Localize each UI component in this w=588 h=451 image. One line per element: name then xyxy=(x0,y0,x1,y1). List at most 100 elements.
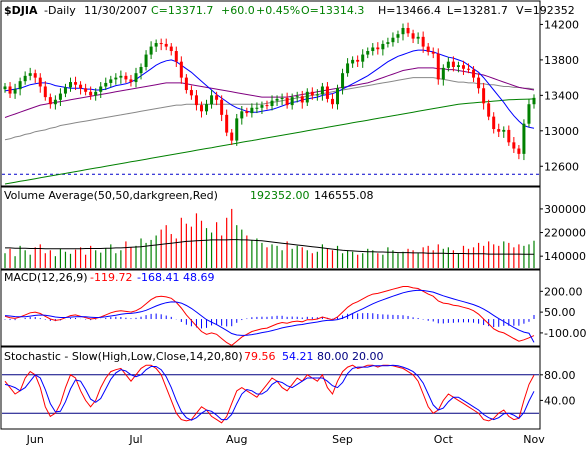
candle-body xyxy=(381,43,385,50)
candle-body xyxy=(487,103,491,117)
price-panel xyxy=(0,0,541,187)
price-tick-label: 14200 xyxy=(544,18,579,31)
candle-body xyxy=(8,86,12,94)
ma-200-line xyxy=(4,98,535,185)
candle-body xyxy=(527,104,531,124)
candle-body xyxy=(426,46,430,52)
candle-body xyxy=(18,81,22,90)
macd-signal-line xyxy=(4,289,535,343)
candle-body xyxy=(467,68,471,70)
stoch-title: Stochastic - Slow(High,Low,Close,14,20,8… xyxy=(4,350,243,363)
candle-body xyxy=(109,79,113,83)
candle-body xyxy=(174,51,178,62)
candle-body xyxy=(451,61,455,67)
candle-body xyxy=(205,104,209,112)
candle-body xyxy=(13,89,17,94)
candle-body xyxy=(497,129,501,132)
header-low: L=13281.7 xyxy=(447,4,508,17)
candle-body xyxy=(169,46,173,52)
candle-body xyxy=(28,73,32,76)
stoch-panel xyxy=(0,346,541,430)
candle-body xyxy=(124,75,128,80)
ma-50-line xyxy=(4,67,535,118)
candle-body xyxy=(477,77,481,89)
candle-body xyxy=(68,82,72,88)
candle-body xyxy=(386,42,390,44)
candle-body xyxy=(245,111,249,114)
candle-body xyxy=(351,59,355,64)
candle-body xyxy=(507,129,511,143)
x-axis-month-label: Nov xyxy=(523,433,545,446)
price-tick-label: 13400 xyxy=(544,89,579,102)
header-change: +60.0 xyxy=(221,4,255,17)
candle-body xyxy=(74,82,78,85)
candle-body xyxy=(194,95,198,106)
volume-tick-label: 140000 xyxy=(544,250,586,263)
candle-body xyxy=(371,47,375,52)
price-tick-label: 13000 xyxy=(544,125,579,138)
candle-body xyxy=(456,65,460,67)
candle-body xyxy=(376,47,380,50)
candle-body xyxy=(502,129,506,132)
candle-body xyxy=(517,148,521,154)
candle-body xyxy=(154,43,158,47)
candle-body xyxy=(295,96,299,98)
candle-body xyxy=(99,86,103,92)
header-high: H=13466.4 xyxy=(378,4,441,17)
candle-body xyxy=(199,105,203,112)
volume-value1: 192352.00 xyxy=(250,189,310,202)
candle-body xyxy=(94,91,98,96)
candle-body xyxy=(461,65,465,69)
candle-body xyxy=(210,95,214,105)
candle-body xyxy=(532,97,536,105)
candle-body xyxy=(472,69,476,78)
header-open: O=13314.3 xyxy=(301,4,364,17)
candle-body xyxy=(416,36,420,39)
macd-line xyxy=(4,286,535,347)
macd-tick-label: 50.00 xyxy=(544,306,576,319)
x-axis-month-label: Jul xyxy=(128,433,142,446)
candle-body xyxy=(144,54,148,67)
candle-body xyxy=(250,107,254,114)
ma-20-line xyxy=(4,49,535,129)
stoch-k-line xyxy=(4,364,535,424)
chart-date: 11/30/2007 xyxy=(84,4,147,17)
candle-body xyxy=(346,63,350,74)
stoch-k: 79.56 xyxy=(244,350,276,363)
candle-body xyxy=(492,116,496,130)
candle-body xyxy=(164,43,168,47)
candle-body xyxy=(53,99,57,105)
header-close: C=13371.7 xyxy=(151,4,213,17)
candle-body xyxy=(3,86,7,90)
stoch-upper: 80.00 xyxy=(317,350,349,363)
candle-body xyxy=(431,51,435,54)
price-tick-label: 13800 xyxy=(544,54,579,67)
candle-body xyxy=(325,86,329,99)
stoch-tick-label: 80.00 xyxy=(544,369,576,382)
volume-value2: 146555.08 xyxy=(314,189,374,202)
candle-body xyxy=(300,96,304,103)
candle-body xyxy=(48,97,52,105)
candle-body xyxy=(411,33,415,39)
candle-body xyxy=(341,73,345,89)
volume-tick-label: 300000 xyxy=(544,203,586,216)
candle-body xyxy=(38,77,42,87)
candle-body xyxy=(220,99,224,115)
header-volume: V=192352 xyxy=(516,4,575,17)
x-axis-month-label: Jun xyxy=(26,433,44,446)
candle-body xyxy=(134,73,138,83)
macd-value: -119.72 xyxy=(90,271,132,284)
stoch-lower: 20.00 xyxy=(352,350,384,363)
candle-body xyxy=(79,84,83,89)
candle-body xyxy=(63,87,67,94)
candle-body xyxy=(336,88,340,105)
candle-body xyxy=(265,105,269,107)
candle-body xyxy=(366,51,370,55)
chart-symbol: $DJIA xyxy=(4,4,38,17)
candle-body xyxy=(356,59,360,62)
candle-body xyxy=(522,123,526,154)
x-axis-month-label: Oct xyxy=(434,433,454,446)
candle-body xyxy=(330,98,334,105)
candle-body xyxy=(149,46,153,55)
